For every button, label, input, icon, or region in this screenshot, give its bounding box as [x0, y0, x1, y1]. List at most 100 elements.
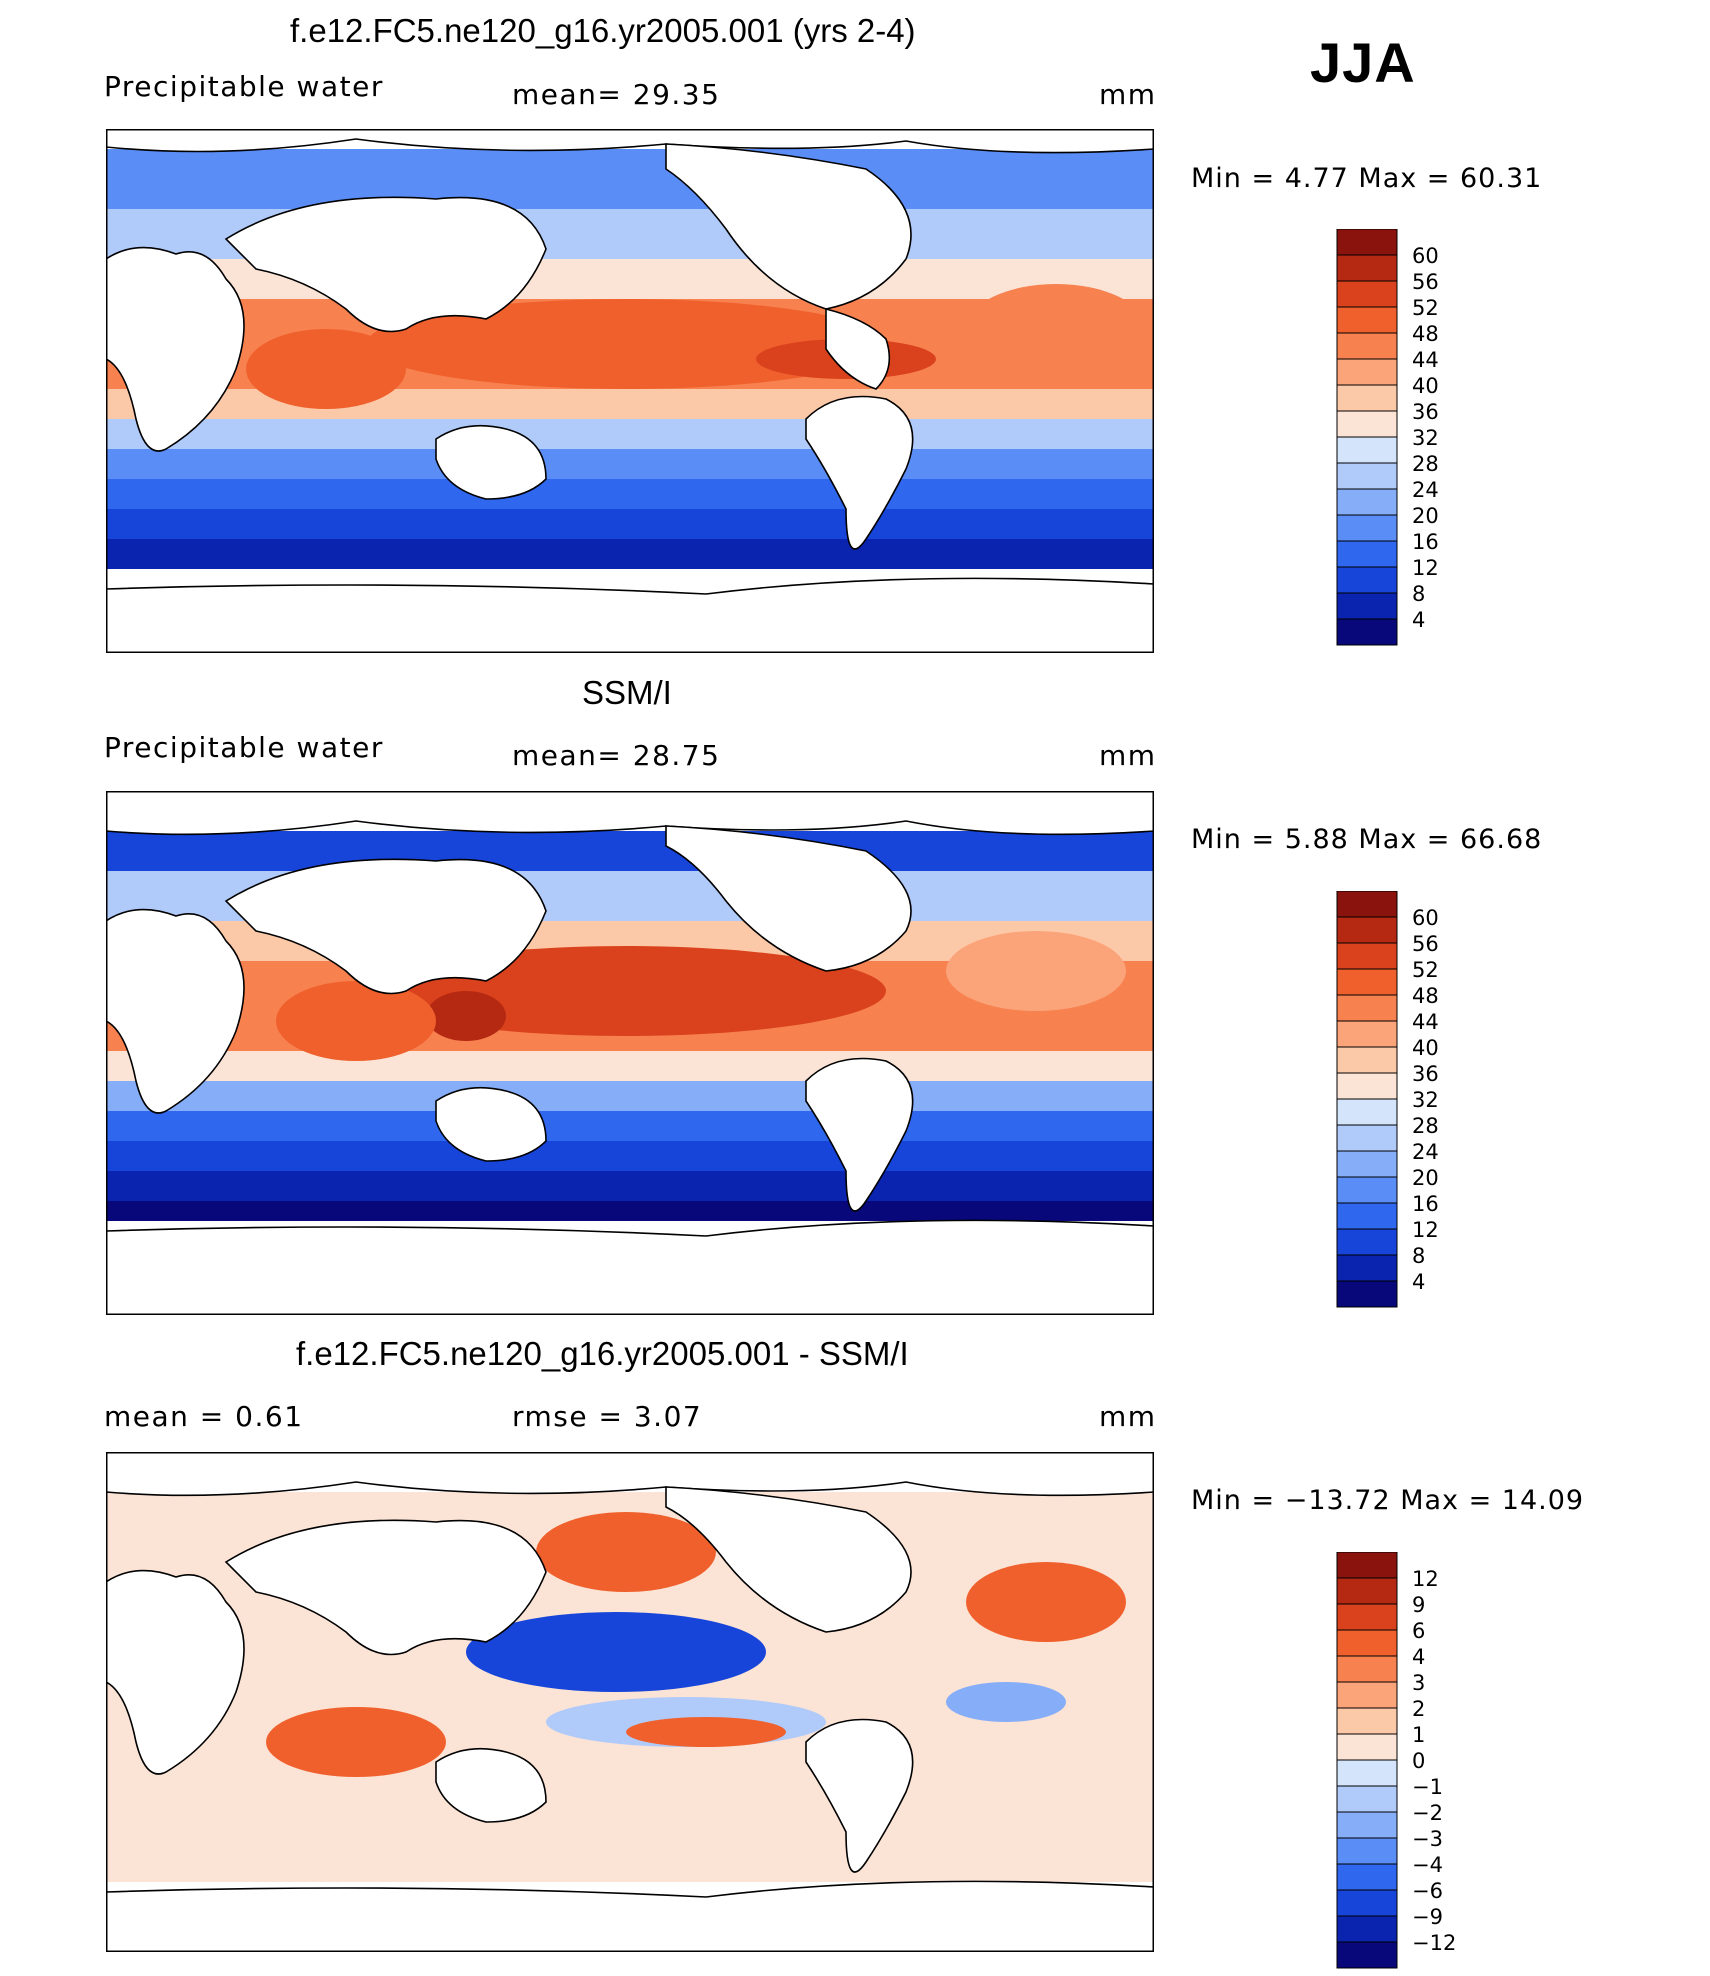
colorbar-1-cell: [1336, 462, 1398, 490]
colorbar-3-cell: [1336, 1552, 1398, 1579]
colorbar-3-cell: [1336, 1889, 1398, 1917]
p2-band: [106, 1051, 1154, 1081]
panel3-map: [106, 1452, 1154, 1952]
colorbar-3-cell: [1336, 1759, 1398, 1787]
colorbar-2-tick-label: 24: [1412, 1140, 1439, 1164]
colorbar-3-tick-label: −1: [1412, 1775, 1443, 1799]
colorbar-3-tick-label: −9: [1412, 1905, 1443, 1929]
colorbar-3-tick-label: −12: [1412, 1931, 1456, 1955]
colorbar-1-cell: [1336, 436, 1398, 464]
colorbar-1-tick-label: 40: [1412, 374, 1439, 398]
colorbar-1-tick-label: 52: [1412, 296, 1439, 320]
p2-warm-pool: [426, 991, 506, 1041]
colorbar-1-tick-label: 48: [1412, 322, 1439, 346]
p2-band: [106, 1201, 1154, 1221]
colorbar-1-tick-label: 32: [1412, 426, 1439, 450]
colorbar-2-cell: [1336, 1098, 1398, 1126]
panel3-minmax: Min = −13.72 Max = 14.09: [1191, 1485, 1585, 1516]
p1-land: [106, 129, 1154, 653]
colorbar-1-cell: [1336, 540, 1398, 568]
colorbar-1-tick-label: 24: [1412, 478, 1439, 502]
colorbar-3-cell: [1336, 1707, 1398, 1735]
colorbar-3-tick-label: 9: [1412, 1593, 1425, 1617]
p1-colorbar-cells: [1336, 229, 1398, 646]
colorbar-1-tick-label: 16: [1412, 530, 1439, 554]
colorbar-2-tick-label: 40: [1412, 1036, 1439, 1060]
panel3-mean-label: mean = 0.61: [104, 1400, 304, 1433]
colorbar-2-cell: [1336, 1228, 1398, 1256]
panel2-minmax: Min = 5.88 Max = 66.68: [1191, 824, 1543, 855]
colorbar-2-tick-label: 28: [1412, 1114, 1439, 1138]
p3-anomaly: [536, 1512, 716, 1592]
colorbar-1-tick-label: 20: [1412, 504, 1439, 528]
colorbar-1-tick-label: 28: [1412, 452, 1439, 476]
colorbar-3-cell: [1336, 1629, 1398, 1657]
panel3-unit-label: mm: [1099, 1400, 1157, 1433]
p2-band: [106, 1111, 1154, 1141]
colorbar-1-cell: [1336, 229, 1398, 256]
colorbar-3-cell: [1336, 1733, 1398, 1761]
colorbar-1-cell: [1336, 410, 1398, 438]
colorbar-3-cell: [1336, 1785, 1398, 1813]
p2-land: [106, 791, 1154, 1315]
colorbar-2-cell: [1336, 916, 1398, 944]
colorbar-1-tick-label: 56: [1412, 270, 1439, 294]
colorbar-2-tick-label: 60: [1412, 906, 1439, 930]
colorbar-1-cell: [1336, 332, 1398, 360]
colorbar-1-cell: [1336, 280, 1398, 308]
panel2-mean-label: mean= 28.75: [512, 739, 721, 772]
p2-band: [106, 831, 1154, 871]
colorbar-2-cell: [1336, 994, 1398, 1022]
panel2-variable-label: Precipitable water: [104, 731, 384, 764]
colorbar-2-tick-label: 56: [1412, 932, 1439, 956]
colorbar-1-cell: [1336, 254, 1398, 282]
colorbar-2-tick-label: 16: [1412, 1192, 1439, 1216]
colorbar-2-tick-label: 12: [1412, 1218, 1439, 1242]
p1-warm-pool: [246, 329, 406, 409]
colorbar-2-cell: [1336, 1202, 1398, 1230]
colorbar-1-cell: [1336, 384, 1398, 412]
panel3-rmse-label: rmse = 3.07: [512, 1400, 703, 1433]
colorbar-1-cell: [1336, 566, 1398, 594]
colorbar-1-tick-label: 8: [1412, 582, 1425, 606]
colorbar-2-cell: [1336, 1124, 1398, 1152]
p1-warm-pool: [366, 299, 886, 389]
colorbar-1-cell: [1336, 488, 1398, 516]
p3-anomaly: [966, 1562, 1126, 1642]
panel1-minmax: Min = 4.77 Max = 60.31: [1191, 163, 1543, 194]
colorbar-3-tick-label: −2: [1412, 1801, 1443, 1825]
p1-band: [106, 509, 1154, 539]
p1-atlantic-warm: [966, 284, 1146, 374]
colorbar-2-cell: [1336, 1150, 1398, 1178]
colorbar-3-tick-label: −6: [1412, 1879, 1443, 1903]
colorbar-3-tick-label: 12: [1412, 1567, 1439, 1591]
colorbar-1-tick-label: 36: [1412, 400, 1439, 424]
colorbar-3-cell: [1336, 1863, 1398, 1891]
p2-band: [106, 1081, 1154, 1111]
p3-anomaly: [626, 1717, 786, 1747]
colorbar-2-cell: [1336, 1072, 1398, 1100]
colorbar-1-tick-label: 44: [1412, 348, 1439, 372]
colorbar-3-cell: [1336, 1603, 1398, 1631]
colorbar-2-cell: [1336, 1280, 1398, 1308]
colorbar-2-tick-label: 32: [1412, 1088, 1439, 1112]
panel1-unit-label: mm: [1099, 78, 1157, 111]
colorbar-1-cell: [1336, 358, 1398, 386]
colorbar-3-tick-label: 0: [1412, 1749, 1425, 1773]
p1-band: [106, 449, 1154, 479]
colorbar-3-tick-label: 3: [1412, 1671, 1425, 1695]
colorbar-2-cell: [1336, 968, 1398, 996]
panel1-mean-label: mean= 29.35: [512, 78, 721, 111]
colorbar-3-cell: [1336, 1681, 1398, 1709]
colorbar-2-tick-label: 48: [1412, 984, 1439, 1008]
colorbar-1-tick-label: 60: [1412, 244, 1439, 268]
colorbar-3-tick-label: 6: [1412, 1619, 1425, 1643]
panel1-map: [106, 129, 1154, 653]
season-label: JJA: [1310, 31, 1416, 94]
p3-anomaly: [946, 1682, 1066, 1722]
colorbar-1-cell: [1336, 592, 1398, 620]
p1-band: [106, 419, 1154, 449]
panel2-map: [106, 791, 1154, 1315]
